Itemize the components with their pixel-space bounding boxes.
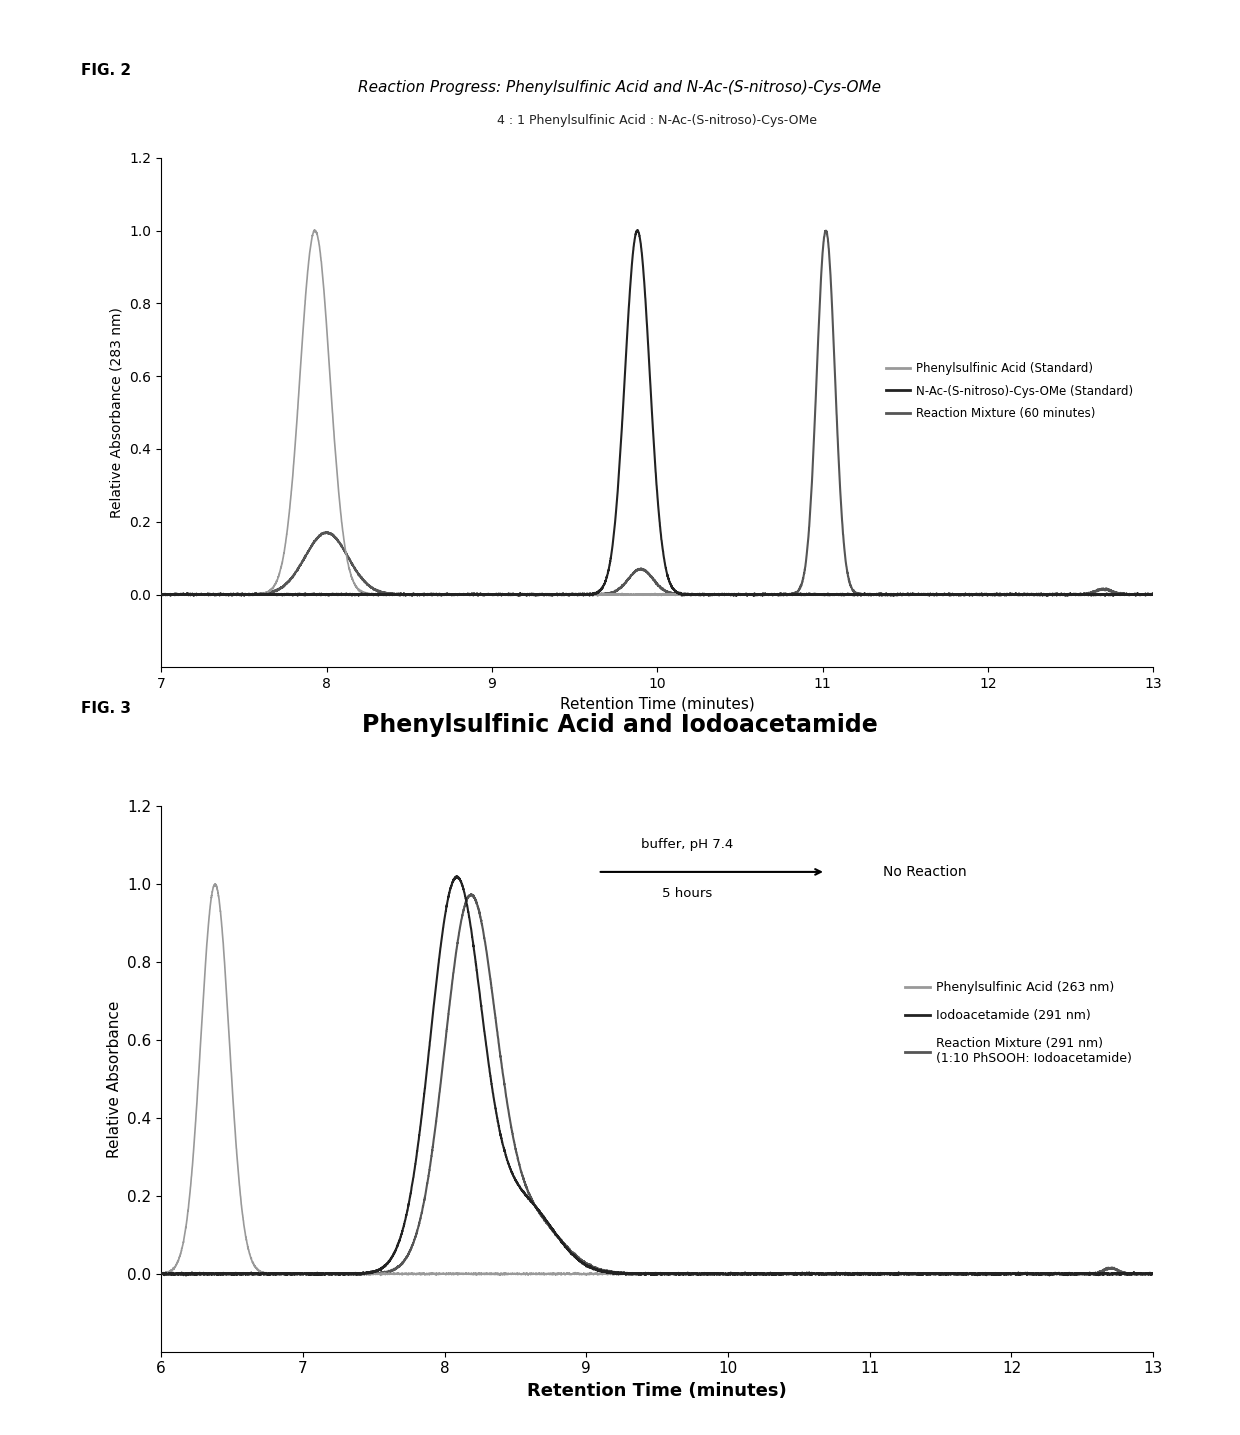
X-axis label: Retention Time (minutes): Retention Time (minutes) (527, 1382, 787, 1401)
X-axis label: Retention Time (minutes): Retention Time (minutes) (559, 696, 755, 712)
Text: 5 hours: 5 hours (662, 887, 712, 900)
Text: FIG. 3: FIG. 3 (81, 702, 130, 716)
Y-axis label: Relative Absorbance (283 nm): Relative Absorbance (283 nm) (110, 307, 124, 518)
Text: No Reaction: No Reaction (883, 865, 967, 878)
Text: 4 : 1 Phenylsulfinic Acid : N-Ac-(S-nitroso)-Cys-OMe: 4 : 1 Phenylsulfinic Acid : N-Ac-(S-nitr… (497, 115, 817, 128)
Text: FIG. 2: FIG. 2 (81, 63, 130, 77)
Text: Reaction Progress: Phenylsulfinic Acid and N-Ac-(S-nitroso)-Cys-OMe: Reaction Progress: Phenylsulfinic Acid a… (358, 80, 882, 95)
Y-axis label: Relative Absorbance: Relative Absorbance (107, 1000, 122, 1158)
Legend: Phenylsulfinic Acid (Standard), N-Ac-(S-nitroso)-Cys-OMe (Standard), Reaction Mi: Phenylsulfinic Acid (Standard), N-Ac-(S-… (882, 357, 1137, 425)
Text: buffer, pH 7.4: buffer, pH 7.4 (641, 838, 733, 851)
Text: Phenylsulfinic Acid and Iodoacetamide: Phenylsulfinic Acid and Iodoacetamide (362, 713, 878, 736)
Legend: Phenylsulfinic Acid (263 nm), Iodoacetamide (291 nm), Reaction Mixture (291 nm)
: Phenylsulfinic Acid (263 nm), Iodoacetam… (900, 976, 1137, 1071)
